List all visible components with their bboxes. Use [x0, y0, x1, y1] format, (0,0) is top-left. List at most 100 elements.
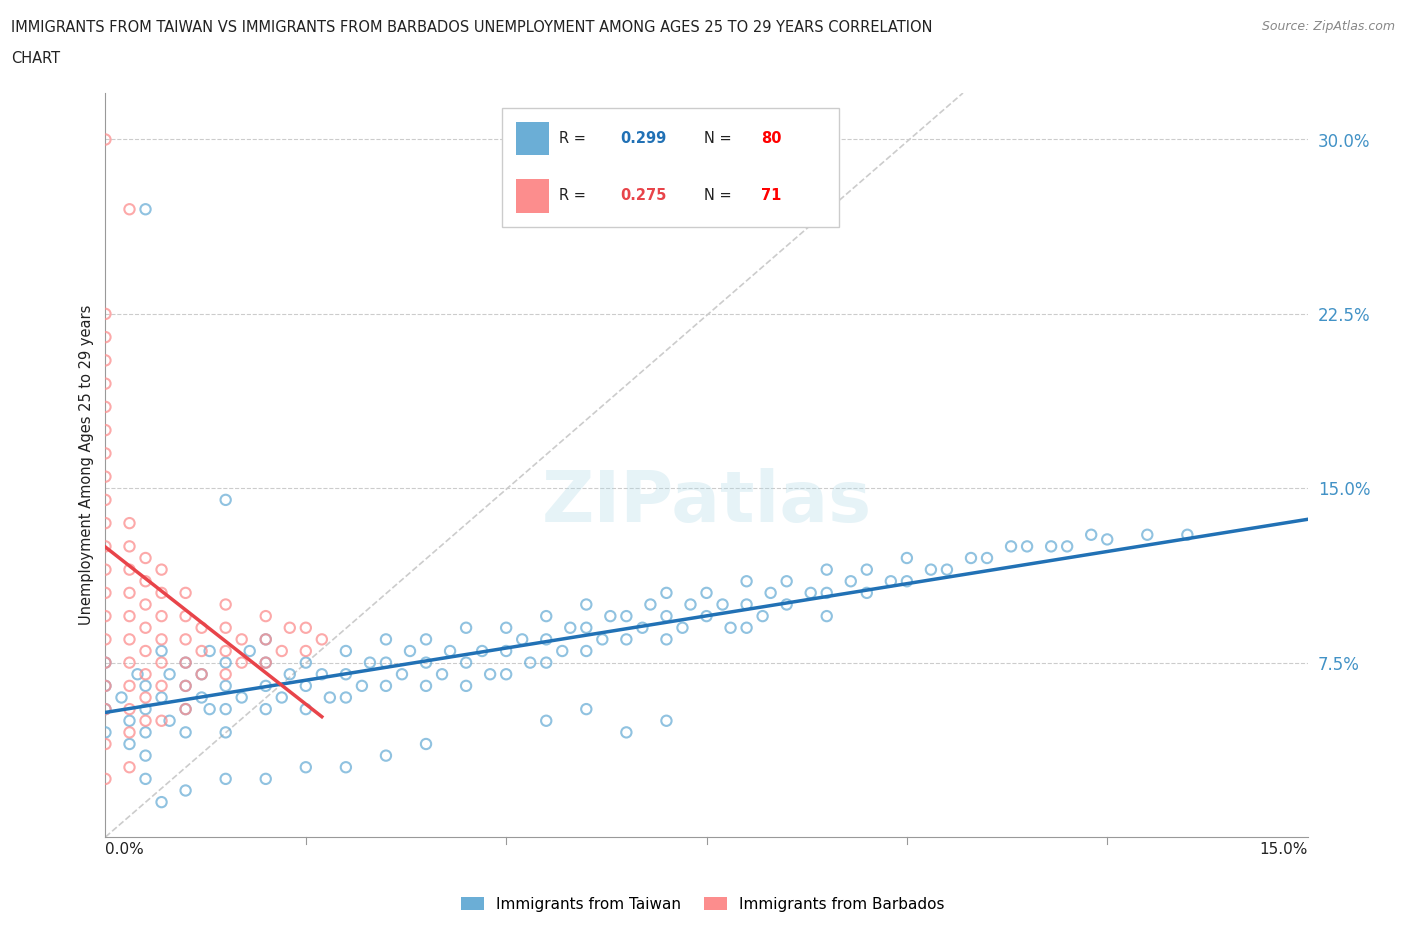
Point — [94, 307, 117, 322]
Point — [335, 690, 357, 705]
Point — [94, 656, 117, 671]
Point — [94, 423, 117, 438]
Point — [374, 679, 398, 694]
Point — [94, 737, 117, 751]
Point — [350, 679, 373, 694]
Point — [231, 656, 253, 671]
Point — [127, 667, 149, 682]
Point — [135, 772, 157, 787]
Text: Source: ZipAtlas.com: Source: ZipAtlas.com — [1261, 20, 1395, 33]
Point — [278, 667, 301, 682]
Point — [159, 713, 181, 728]
Point — [696, 586, 718, 601]
Point — [214, 644, 236, 658]
Point — [94, 679, 117, 694]
Text: 0.0%: 0.0% — [105, 842, 145, 857]
Point — [198, 702, 221, 717]
Point — [776, 574, 799, 589]
Point — [295, 760, 318, 775]
Point — [295, 644, 318, 658]
Point — [150, 586, 173, 601]
Point — [150, 609, 173, 624]
Point — [839, 574, 862, 589]
Point — [415, 656, 437, 671]
Point — [118, 725, 141, 740]
Point — [454, 679, 477, 694]
Point — [399, 644, 422, 658]
Point — [94, 330, 117, 345]
Point — [815, 586, 838, 601]
Point — [118, 713, 141, 728]
Point — [150, 632, 173, 647]
Point — [671, 620, 693, 635]
Point — [454, 620, 477, 635]
Point — [118, 516, 141, 531]
Text: 15.0%: 15.0% — [1260, 842, 1308, 857]
Point — [94, 679, 117, 694]
Point — [214, 620, 236, 635]
Point — [150, 713, 173, 728]
Point — [94, 516, 117, 531]
Point — [94, 539, 117, 554]
Point — [655, 713, 678, 728]
Point — [174, 679, 197, 694]
Point — [640, 597, 662, 612]
Point — [920, 562, 942, 577]
Point — [495, 620, 517, 635]
Point — [135, 713, 157, 728]
Point — [720, 620, 742, 635]
Point — [655, 632, 678, 647]
Point — [94, 446, 117, 461]
Point — [1097, 532, 1119, 547]
Point — [430, 667, 453, 682]
Point — [254, 679, 277, 694]
Point — [118, 609, 141, 624]
Point — [254, 702, 277, 717]
Point — [254, 656, 277, 671]
Point — [880, 574, 903, 589]
Point — [335, 760, 357, 775]
Point — [319, 690, 342, 705]
Point — [374, 656, 398, 671]
Point — [631, 620, 654, 635]
Point — [616, 725, 638, 740]
Point — [94, 493, 117, 508]
Point — [359, 656, 381, 671]
Point — [159, 667, 181, 682]
Point — [735, 574, 758, 589]
Point — [150, 656, 173, 671]
Point — [759, 586, 782, 601]
Point — [118, 562, 141, 577]
Point — [94, 586, 117, 601]
Point — [135, 574, 157, 589]
Point — [295, 656, 318, 671]
Point — [534, 713, 557, 728]
Point — [214, 493, 236, 508]
Point — [254, 609, 277, 624]
Point — [415, 679, 437, 694]
Point — [190, 667, 212, 682]
Point — [1080, 527, 1102, 542]
Point — [374, 632, 398, 647]
Point — [94, 353, 117, 368]
Point — [254, 656, 277, 671]
Point — [214, 772, 236, 787]
Point — [679, 597, 702, 612]
Point — [150, 679, 173, 694]
Point — [335, 667, 357, 682]
Point — [735, 620, 758, 635]
Point — [560, 620, 582, 635]
Point — [135, 597, 157, 612]
Point — [135, 202, 157, 217]
Point — [495, 644, 517, 658]
Point — [174, 783, 197, 798]
Point — [519, 656, 541, 671]
Point — [855, 586, 877, 601]
Point — [454, 656, 477, 671]
Point — [150, 644, 173, 658]
Point — [1000, 539, 1022, 554]
Point — [118, 539, 141, 554]
Point — [231, 690, 253, 705]
Point — [94, 725, 117, 740]
Point — [118, 586, 141, 601]
